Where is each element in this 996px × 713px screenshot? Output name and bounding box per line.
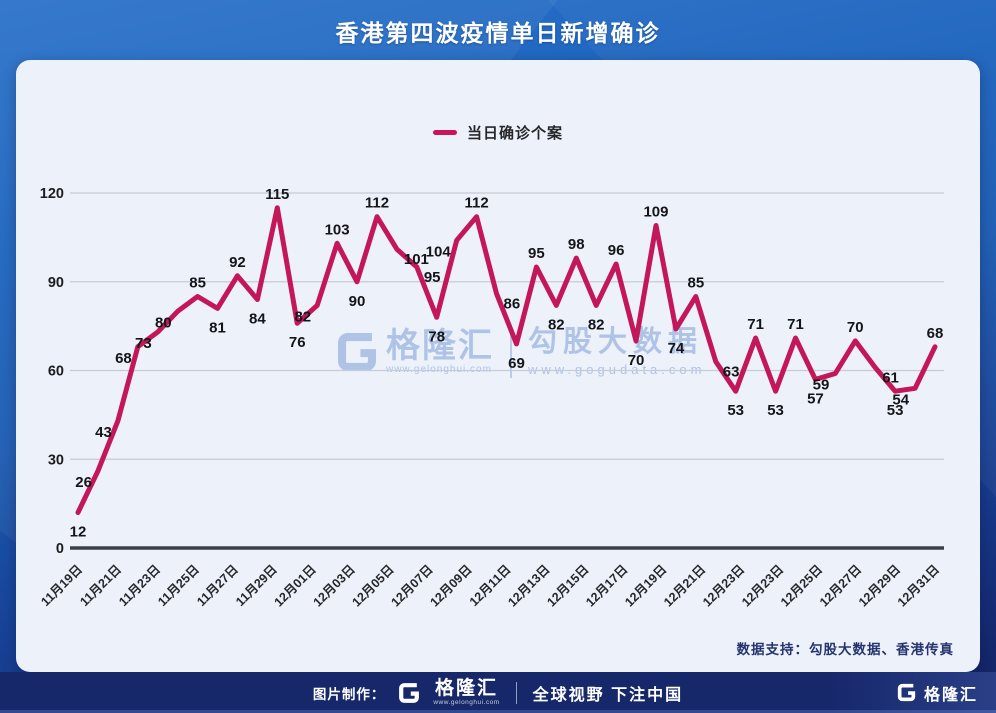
x-tick-label: 12月17日 xyxy=(583,562,630,609)
point-label: 73 xyxy=(135,335,152,352)
point-label: 81 xyxy=(209,319,226,336)
x-tick-label: 12月31日 xyxy=(895,562,942,609)
point-label: 74 xyxy=(668,340,685,357)
x-tick-label: 11月19日 xyxy=(38,562,85,609)
x-tick-label: 11月27日 xyxy=(194,562,241,609)
x-tick-label: 12月29日 xyxy=(856,562,903,609)
series-line xyxy=(75,205,938,515)
point-label: 85 xyxy=(687,275,704,292)
point-label: 82 xyxy=(588,316,605,333)
x-tick-label: 12月07日 xyxy=(388,562,435,609)
point-label: 101 xyxy=(404,251,429,268)
point-label: 112 xyxy=(465,195,489,212)
y-tick-label: 60 xyxy=(48,364,64,380)
footer-credit: 图片制作： 格隆汇 www.gelonghui.com 全球视野 下注中国 xyxy=(0,672,996,713)
y-tick-label: 30 xyxy=(48,452,64,468)
point-label: 98 xyxy=(568,236,585,253)
legend-label: 当日确诊个案 xyxy=(466,125,563,142)
point-label: 90 xyxy=(349,293,366,310)
x-tick-label: 11月25日 xyxy=(155,562,202,609)
x-tick-label: 12月09日 xyxy=(427,562,474,609)
x-tick-label: 12月25日 xyxy=(778,562,825,609)
footer-bottom-edge xyxy=(0,710,996,713)
point-label: 69 xyxy=(508,355,525,372)
legend-line-swatch xyxy=(432,130,457,135)
x-tick-label: 11月21日 xyxy=(77,562,124,609)
point-label: 53 xyxy=(767,402,784,419)
point-label: 109 xyxy=(643,204,668,221)
point-label: 92 xyxy=(229,254,246,271)
point-label: 78 xyxy=(428,328,445,345)
point-label: 59 xyxy=(813,376,830,393)
legend: 当日确诊个案 xyxy=(16,122,980,143)
x-tick-label: 12月05日 xyxy=(350,562,397,609)
point-label: 112 xyxy=(365,195,389,212)
point-label: 71 xyxy=(747,316,764,333)
gelonghui-logo-icon xyxy=(896,682,917,703)
point-label: 84 xyxy=(249,311,266,328)
y-tick-label: 0 xyxy=(56,541,64,557)
point-label: 53 xyxy=(727,402,744,419)
point-label: 80 xyxy=(155,314,172,331)
footer-slogan: 全球视野 下注中国 xyxy=(532,686,684,704)
x-tick-label: 12月01日 xyxy=(272,562,319,609)
x-tick-label: 11月23日 xyxy=(116,562,163,609)
data-support-note: 数据支持：勾股大数据、香港传真 xyxy=(736,642,954,657)
point-label: 86 xyxy=(504,296,521,313)
x-tick-label: 12月23日 xyxy=(700,562,747,609)
point-label: 26 xyxy=(75,474,92,491)
x-tick-label: 12月27日 xyxy=(817,562,864,609)
footer-corner-logo: 格隆汇 xyxy=(896,672,978,713)
footer-divider xyxy=(515,681,517,704)
x-tick-label: 12月03日 xyxy=(311,562,358,609)
point-label: 70 xyxy=(847,319,864,336)
point-label: 95 xyxy=(528,245,545,262)
point-label: 71 xyxy=(787,316,804,333)
point-label: 82 xyxy=(548,316,565,333)
footer-brand: 格隆汇 xyxy=(435,677,499,699)
footer-bar: 图片制作： 格隆汇 www.gelonghui.com 全球视野 下注中国 格隆… xyxy=(0,672,996,713)
point-label: 103 xyxy=(325,221,350,238)
point-label: 54 xyxy=(892,391,909,408)
x-tick-label: 12月15日 xyxy=(544,562,591,609)
x-tick-label: 12月19日 xyxy=(622,562,669,609)
point-label: 115 xyxy=(265,186,289,203)
page-title: 香港第四波疫情单日新增确诊 xyxy=(335,20,661,46)
point-label: 68 xyxy=(927,325,944,342)
point-label: 43 xyxy=(95,424,112,441)
point-label: 57 xyxy=(807,390,824,407)
point-label: 95 xyxy=(424,269,441,286)
chart-svg: 0 30 60 90 120 11月19日11月21日11月23日11月25日11月27日… xyxy=(38,186,944,609)
point-label: 70 xyxy=(628,352,645,369)
y-tick-label: 120 xyxy=(40,186,64,202)
x-tick-label: 12月23日 xyxy=(739,562,786,609)
point-label: 12 xyxy=(70,524,87,541)
footer-brand-url: www.gelonghui.com xyxy=(433,698,500,706)
line-chart: 0 30 60 90 120 11月19日 11月21日 11月23日 11月25日 11月27日… xyxy=(22,156,974,713)
made-by-label: 图片制作： xyxy=(312,686,386,702)
chart-card: 当日确诊个案 格隆汇 www.gelonghui.com 勾股大数据 www.g… xyxy=(16,60,980,672)
point-label: 63 xyxy=(723,364,740,381)
point-label: 68 xyxy=(115,350,132,367)
point-label: 104 xyxy=(426,243,452,260)
x-tick-label: 12月13日 xyxy=(505,562,552,609)
point-label: 85 xyxy=(189,275,206,292)
gelonghui-logo-icon xyxy=(397,681,421,705)
point-label: 82 xyxy=(294,308,311,325)
x-tick-label: 12月21日 xyxy=(661,562,708,609)
y-tick-label: 90 xyxy=(48,275,64,291)
point-label: 76 xyxy=(289,334,306,351)
point-label: 96 xyxy=(608,242,625,259)
footer-corner-brand: 格隆汇 xyxy=(923,686,978,704)
point-label: 53 xyxy=(887,402,904,419)
point-label: 61 xyxy=(882,370,899,387)
